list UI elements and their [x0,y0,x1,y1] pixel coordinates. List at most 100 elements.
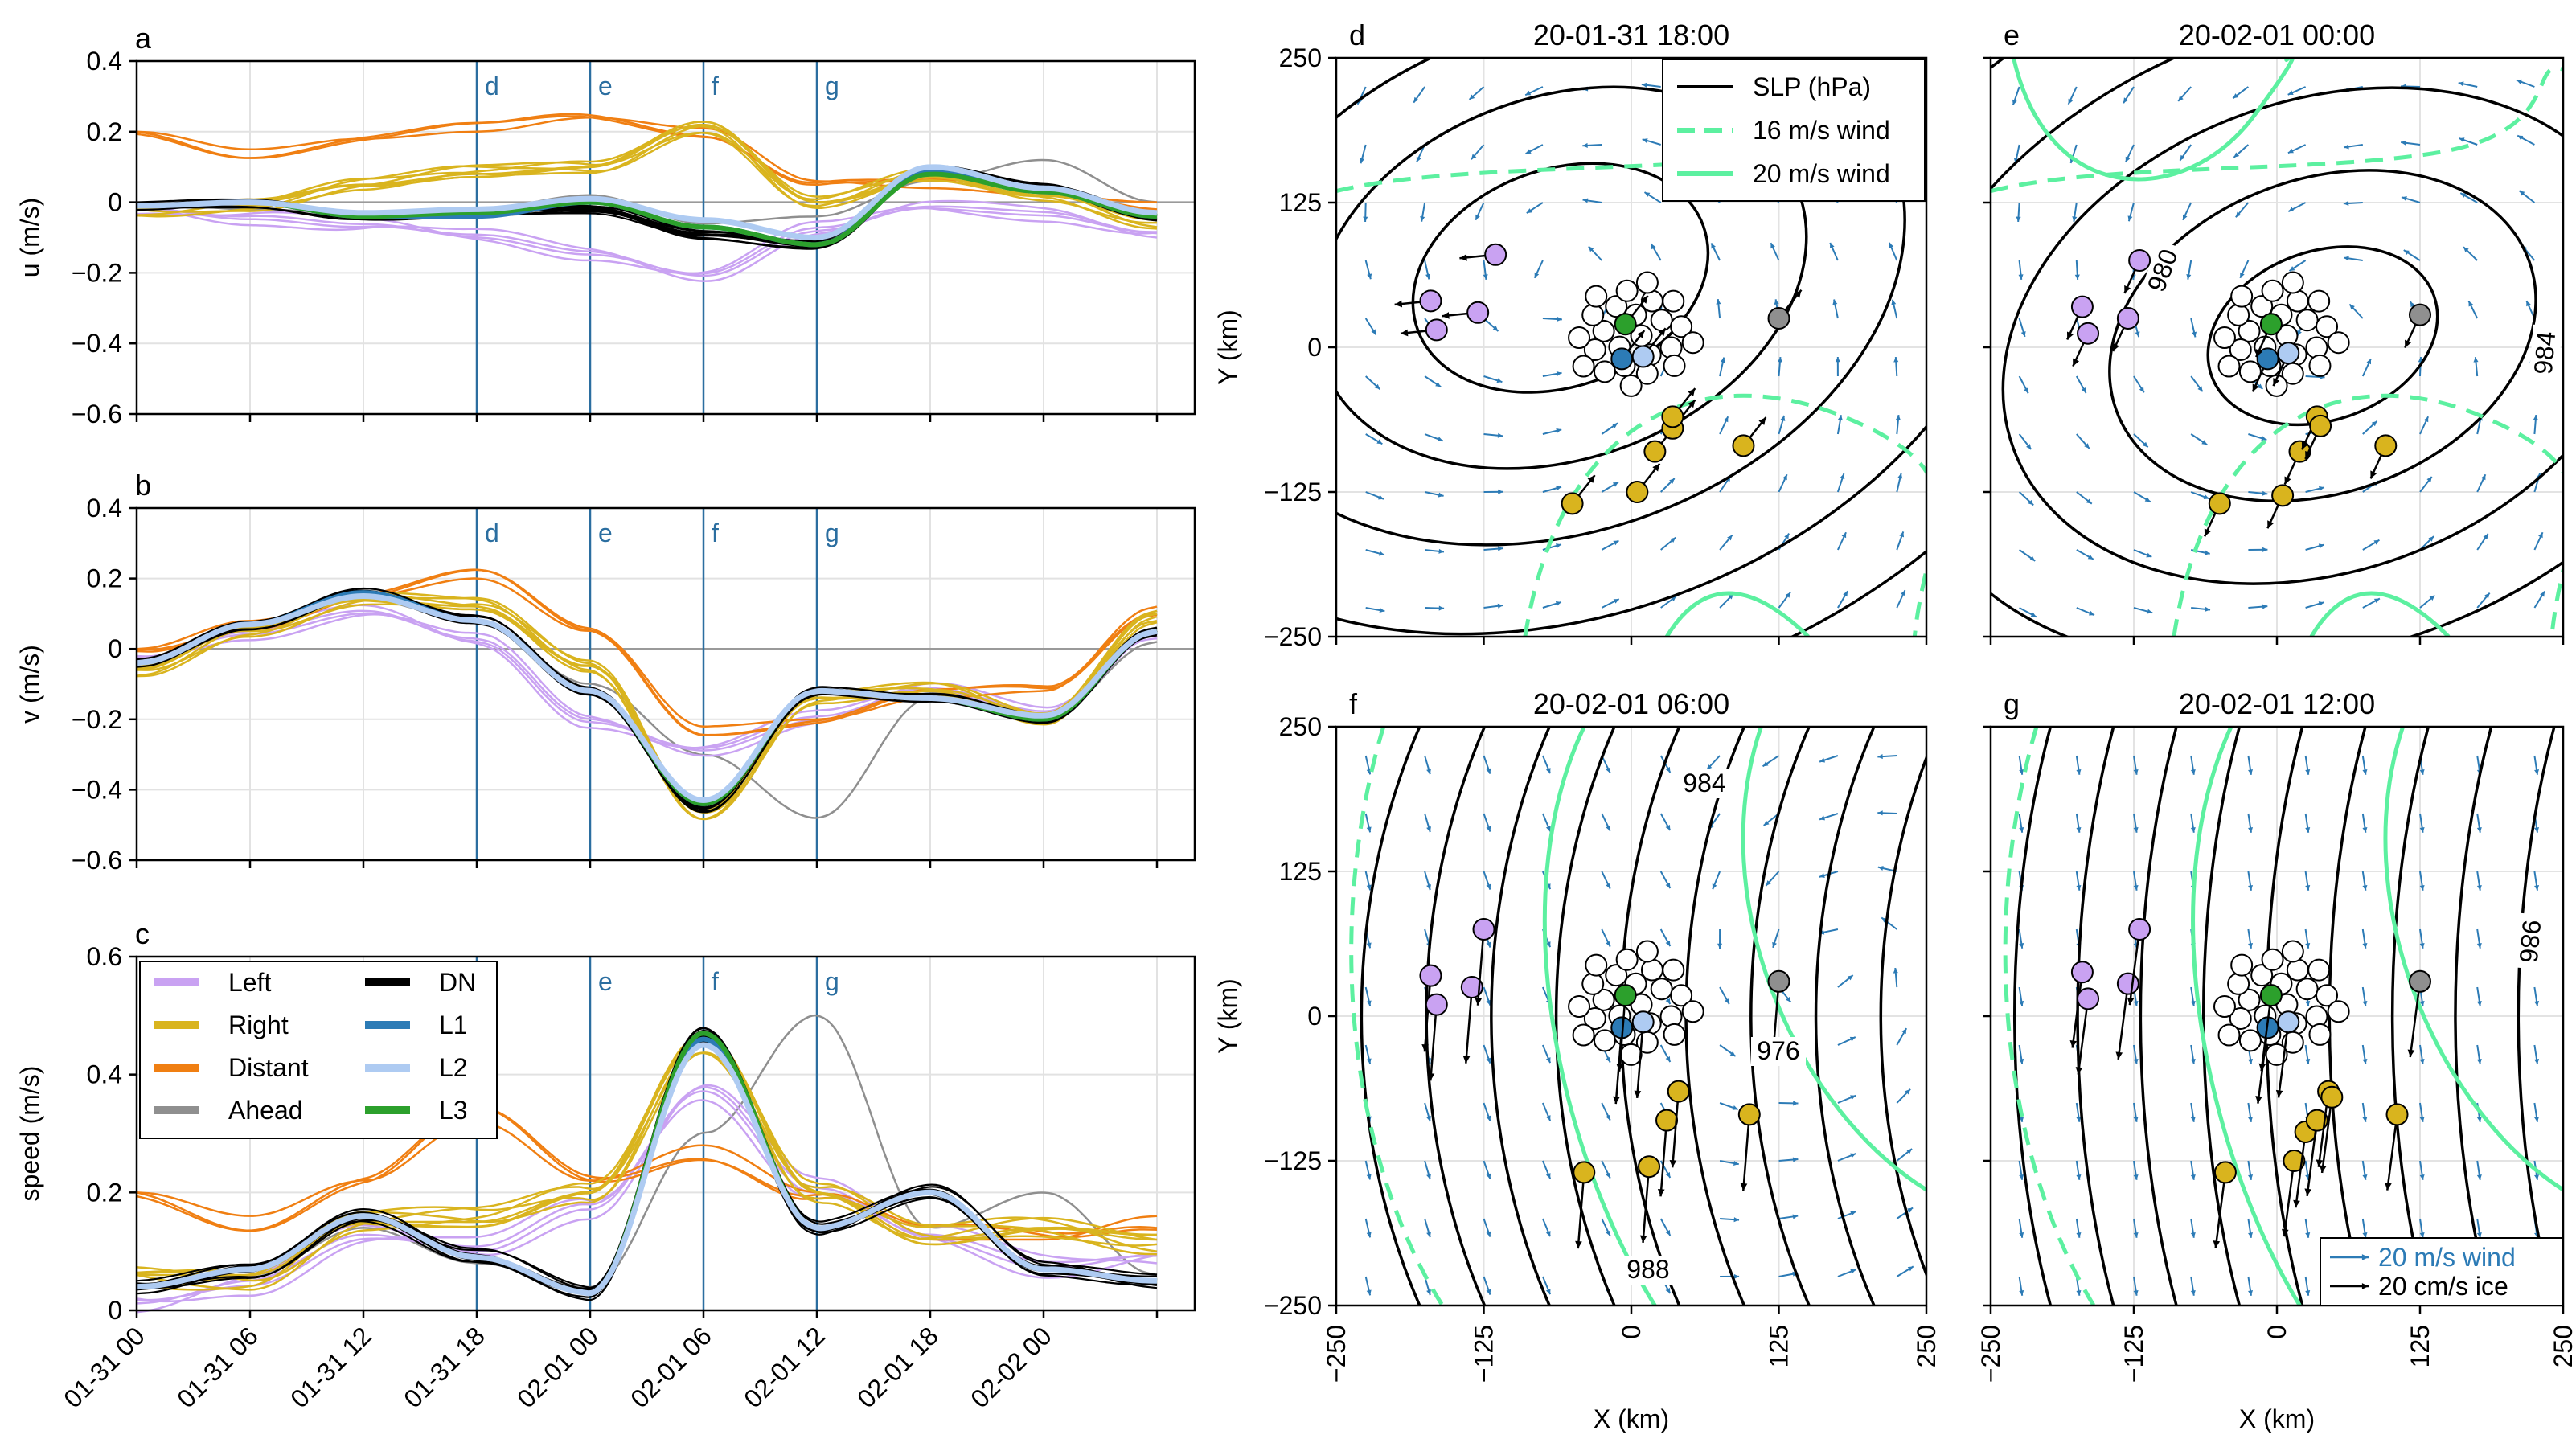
wind-arrow-head [1907,1266,1914,1272]
wind-arrow-head [2087,554,2094,560]
wind-arrow-head [1891,299,1897,305]
series-line-dn [136,166,1158,250]
wind-arrow-head [2344,256,2349,261]
wind-arrow-head [1665,998,1671,1004]
ice-drift-arrow-head [2305,450,2312,459]
wind-arrow-head [2538,532,2543,539]
wind-arrow-head [1483,274,1488,280]
wind-arrow-head [2289,266,2295,272]
wind-arrow-head [1379,551,1384,556]
wind-arrow-head [1642,138,1648,143]
legend-label: Right [228,1010,289,1039]
ice-drift-arrow-head [1442,312,1450,319]
wind-arrow-head [2147,609,2153,614]
wind-arrow-head [1832,299,1838,305]
wind20-contour [1741,727,1926,1192]
legend-wind-arrow-head [2361,1254,2369,1260]
y-tick-label: 0.4 [87,494,122,523]
wind-arrow-head [1486,1173,1491,1179]
wind-arrow-head [1792,1214,1799,1219]
wind-arrow-head [2476,1117,2482,1122]
contour-label: 984 [1683,769,1725,797]
wind-arrow-head [2076,827,2082,833]
legend-label: Left [228,968,271,997]
wind-arrow-head [1644,192,1651,198]
buoy-dn [1585,953,1608,977]
buoy-dn [2316,984,2339,1007]
wind-arrow-head [2190,1001,2196,1006]
buoy-right [2320,1085,2344,1109]
wind-arrow-head [1498,489,1503,494]
wind16-contour [2172,393,2563,637]
event-label: e [598,72,613,100]
wind-arrow-head [2074,274,2080,280]
wind-arrow-head [1723,416,1729,423]
wind-arrow-head [1665,941,1671,946]
wind-arrow-head [2428,536,2434,542]
buoy-right [2305,1109,2328,1132]
wind-arrow-head [1893,357,1899,363]
wind-arrow-head [1438,492,1444,498]
wind-arrow-head [1545,883,1551,890]
y-tick-label: 0 [108,634,122,663]
slp-contour [2001,86,2563,585]
ice-drift-arrow-head [1657,1188,1665,1197]
wind-arrow-head [2534,885,2540,891]
buoy-left [2116,307,2139,330]
ice-drift-arrow-head [2252,383,2259,392]
wind-arrow-head [1651,244,1656,250]
ice-drift-arrow-head [1421,1043,1429,1052]
wind-arrow-head [2190,769,2196,775]
wind-arrow-head [1819,757,1826,763]
wind-arrow-head [1793,1101,1799,1106]
wind-arrow-head [2248,885,2254,891]
wind-arrow-head [1763,820,1770,826]
ice-drift-arrow-head [1640,295,1648,304]
buoy-right [2208,492,2231,515]
wind-arrow-head [2233,93,2239,99]
slp-contour [2108,169,2537,503]
wind-arrow-head [1486,1057,1491,1064]
y-tick-label: 0.2 [87,117,122,146]
wind-arrow-head [2401,196,2407,201]
wind-arrow-head [1426,769,1431,775]
wind-arrow-head [2519,191,2525,196]
buoy-right [1667,1080,1690,1103]
ice-drift-arrow [2071,972,2084,1048]
wind-arrow-head [2534,1117,2540,1122]
wind-arrow-head [2287,90,2294,95]
buoy-left [2070,295,2094,318]
buoy-dn [1572,1023,1595,1047]
buoy-left [2077,322,2100,345]
buoy-left [2077,987,2100,1010]
buoy-dn [2286,958,2309,982]
wind20-contour [1542,727,1657,1306]
x-tick-label: 125 [2406,1325,2434,1367]
ice-drift-arrow-head [1637,330,1645,338]
wind-arrow-head [1497,432,1503,438]
map-title: 20-01-31 18:00 [1533,18,1729,51]
buoy-left [2128,918,2151,941]
axes-frame [135,59,1196,416]
buoy-dn [1662,289,1685,313]
wind-arrow-head [1829,243,1835,249]
buoy-left [1484,243,1507,266]
wind-arrow-head [1556,486,1562,491]
ice-drift-arrow-head [1401,329,1409,337]
buoy-dn [2238,360,2262,383]
contour-label: 984 [2529,330,2562,375]
ice-drift-arrow-head [2370,470,2377,479]
ice-drift-arrow-head [1616,1064,1624,1072]
wind-arrow-head [2024,387,2028,394]
wind-arrow-head [1379,608,1385,613]
wind-arrow-head [2362,943,2368,949]
ice-drift-arrow-head [2115,1051,2123,1060]
ice-drift-arrow-head [1394,300,1403,308]
wind-arrow-head [2139,387,2144,393]
ice-drift-arrow-head [2304,1188,2312,1196]
ice-drift-arrow [2409,981,2422,1058]
legend-box [139,961,498,1139]
wind-arrow-head [2133,885,2139,891]
buoy-dn [1619,374,1643,397]
